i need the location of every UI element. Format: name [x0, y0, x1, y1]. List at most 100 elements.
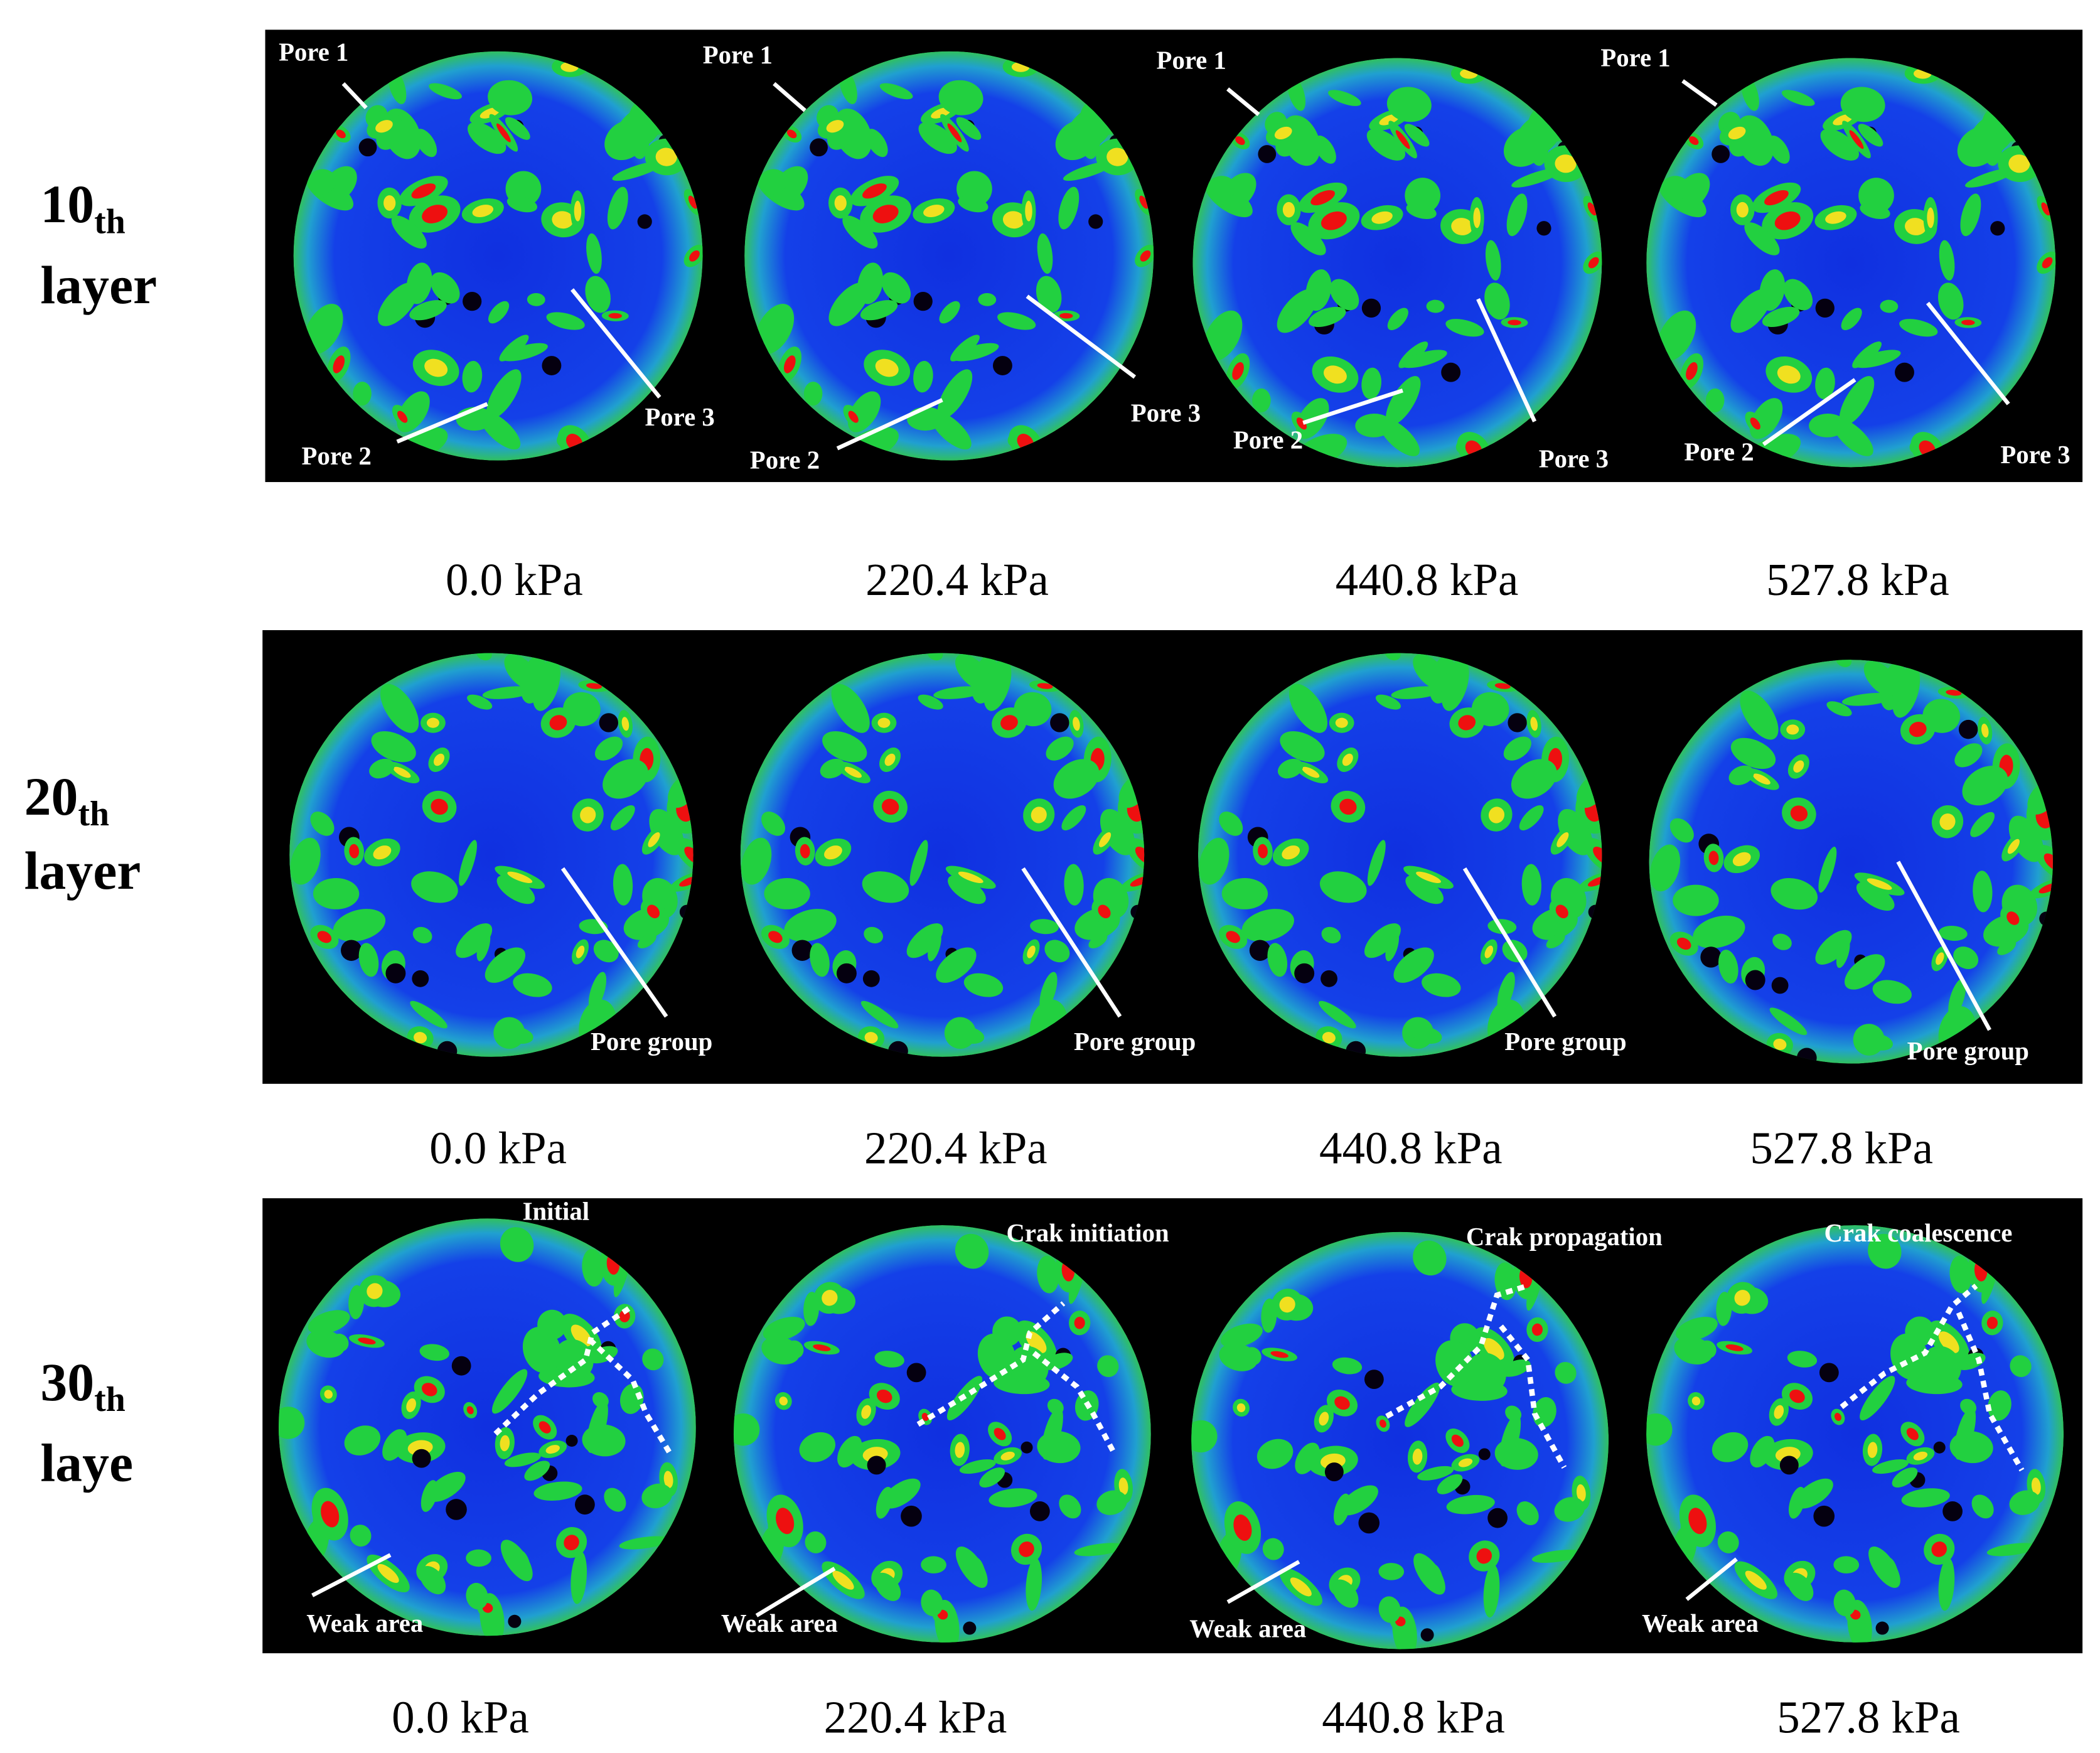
ct-blob: [1953, 946, 1979, 969]
ct-blob: [921, 1556, 946, 1573]
ct-blob: [1890, 1333, 1929, 1380]
ct-blob: [933, 686, 985, 699]
ct-pore: [1819, 1363, 1839, 1383]
ct-blob: [1787, 1351, 1818, 1368]
ct-blob: [1922, 1346, 1961, 1386]
ct-blob-core: [1279, 1296, 1295, 1313]
ct-blob: [1405, 875, 1444, 904]
ct-blob: [613, 864, 633, 906]
ct-blob-core: [783, 355, 796, 373]
ct-blob: [1840, 87, 1885, 122]
ct-blob: [604, 120, 647, 161]
ct-blob: [1863, 661, 1900, 697]
ct-blob-core: [958, 871, 983, 884]
annotation: Pore 3: [1539, 444, 1609, 473]
ct-blob: [874, 1572, 901, 1601]
ct-blob-core: [768, 931, 783, 943]
ct-blob: [571, 1551, 587, 1604]
ct-blob: [344, 1425, 381, 1455]
ct-blob-core: [1764, 190, 1789, 206]
ct-pore: [599, 713, 619, 732]
leader-line: [836, 398, 943, 451]
ct-blob: [462, 360, 483, 393]
ct-disc: [278, 1218, 696, 1636]
ct-blob: [1973, 871, 1993, 913]
ct-blob: [978, 292, 997, 306]
ct-blob: [1815, 367, 1835, 400]
ct-blob: [1037, 1255, 1059, 1294]
ct-blob-core: [1140, 250, 1151, 262]
ct-blob-core: [1451, 1434, 1464, 1447]
ct-blob: [1252, 388, 1271, 412]
ct-blob: [1511, 759, 1557, 799]
ct-blob: [874, 1351, 904, 1368]
ct-blob-core: [424, 358, 448, 377]
ct-blob: [862, 871, 909, 903]
ct-image: [1646, 58, 2056, 468]
ct-blob: [1868, 1233, 1902, 1269]
ct-blob-core: [1750, 417, 1760, 430]
ct-blob: [1355, 414, 1393, 437]
ct-blob: [1375, 694, 1401, 710]
ct-blob-core: [1037, 683, 1053, 689]
ct-pore: [1779, 1455, 1799, 1475]
ct-pore: [1487, 1508, 1508, 1528]
ct-blob-core: [679, 876, 694, 887]
ct-pore: [1321, 970, 1337, 987]
ct-pore: [1958, 719, 1978, 739]
ct-blob: [909, 840, 928, 886]
ct-blob: [763, 1317, 805, 1341]
ct-blob: [1833, 1589, 1856, 1617]
ct-blob: [918, 122, 957, 154]
ct-blob-core: [1913, 1451, 1928, 1461]
ct-pore: [992, 356, 1012, 375]
ct-blob-core: [1416, 871, 1441, 884]
ct-image: [1197, 653, 1602, 1057]
ct-pore: [867, 1455, 886, 1475]
annotation: Weak area: [1189, 1614, 1306, 1643]
ct-blob: [1206, 176, 1236, 201]
ct-blob-core: [994, 1428, 1006, 1440]
ct-image: [1646, 1225, 2064, 1643]
ct-blob: [958, 196, 988, 213]
ct-blob-core: [786, 129, 797, 139]
ct-blob: [864, 926, 884, 944]
ct-blob-core: [1588, 257, 1599, 269]
annotation: Pore 3: [1131, 399, 1201, 427]
ct-blob: [1506, 193, 1528, 237]
ct-blob: [979, 1467, 1005, 1488]
ct-blob-core: [876, 1389, 892, 1403]
ct-blob: [1649, 844, 1681, 892]
ct-blob-core: [1282, 845, 1300, 860]
ct-pore: [565, 1435, 578, 1447]
ct-blob: [353, 382, 372, 406]
ct-blob-core: [1688, 136, 1699, 145]
ct-blob: [1948, 978, 1966, 1018]
ct-blob: [936, 947, 977, 983]
ct-blob: [1097, 1355, 1119, 1378]
ct-blob: [1400, 350, 1447, 368]
ct-blob: [1769, 1007, 1808, 1036]
ct-blob-core: [1258, 844, 1268, 859]
ct-image: [1191, 1231, 1609, 1649]
ct-blob-core: [2042, 257, 2053, 269]
ct-blob: [476, 653, 492, 661]
ct-blob-core: [1118, 1477, 1128, 1495]
ct-blob-core: [1059, 313, 1073, 319]
ct-blob-core: [872, 205, 899, 223]
crack-path: [493, 1304, 635, 1436]
ct-blob-core: [1905, 218, 1927, 235]
ct-pore: [1942, 1501, 1963, 1521]
crack-path: [1840, 1284, 1978, 1409]
ct-blob-core: [1946, 690, 1962, 696]
ct-blob: [1058, 186, 1079, 230]
ct-blob-core: [1484, 945, 1494, 958]
ct-blob: [988, 1488, 1037, 1508]
leader-line: [396, 402, 488, 444]
ct-blob: [485, 947, 526, 983]
ct-blob: [1971, 1494, 1994, 1519]
ct-blob: [421, 1480, 438, 1512]
ct-blob-core: [1232, 362, 1244, 380]
ct-blob-core: [383, 195, 396, 211]
ct-blob: [1863, 1033, 1893, 1051]
